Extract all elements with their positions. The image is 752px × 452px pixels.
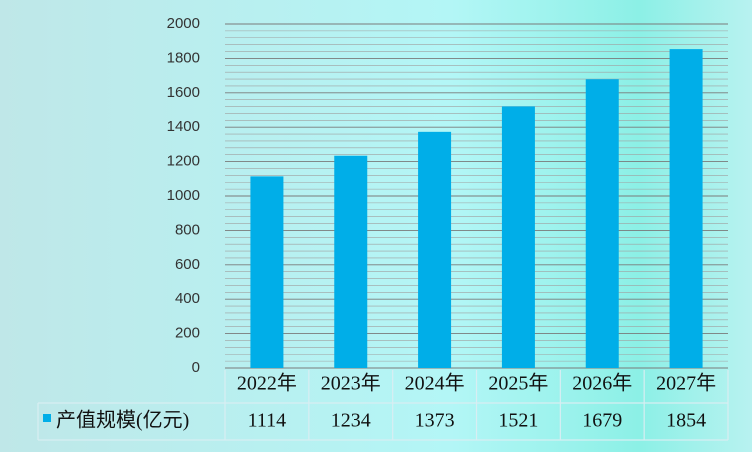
- bar: [501, 106, 535, 368]
- bar: [418, 131, 452, 368]
- legend-key: [43, 414, 51, 422]
- y-tick-label: 1200: [167, 153, 200, 170]
- x-tick-label: 2025年: [488, 372, 548, 395]
- bar: [334, 155, 368, 368]
- y-tick-label: 0: [192, 359, 200, 376]
- table-value: 1373: [415, 410, 455, 432]
- y-tick-label: 1000: [167, 187, 200, 204]
- x-tick-label: 2026年: [572, 372, 632, 395]
- table-value: 1679: [582, 410, 622, 432]
- y-tick-label: 800: [175, 221, 200, 238]
- x-tick-label: 2022年: [237, 372, 297, 395]
- bar: [585, 79, 619, 368]
- bar: [250, 176, 284, 368]
- y-tick-label: 1800: [167, 49, 200, 66]
- legend-label: 产值规模(亿元): [56, 409, 189, 432]
- y-tick-label: 1600: [167, 84, 200, 101]
- y-tick-label: 600: [175, 256, 200, 273]
- y-tick-label: 400: [175, 290, 200, 307]
- table-value: 1521: [498, 410, 538, 432]
- y-tick-label: 1400: [167, 118, 200, 135]
- bar: [669, 49, 703, 368]
- x-tick-label: 2027年: [656, 372, 716, 395]
- table-value: 1234: [331, 410, 371, 432]
- x-tick-label: 2023年: [321, 372, 381, 395]
- y-tick-label: 200: [175, 325, 200, 342]
- table-value: 1114: [248, 410, 287, 432]
- x-tick-label: 2024年: [405, 372, 465, 395]
- table-value: 1854: [666, 410, 706, 432]
- y-tick-label: 2000: [167, 15, 200, 32]
